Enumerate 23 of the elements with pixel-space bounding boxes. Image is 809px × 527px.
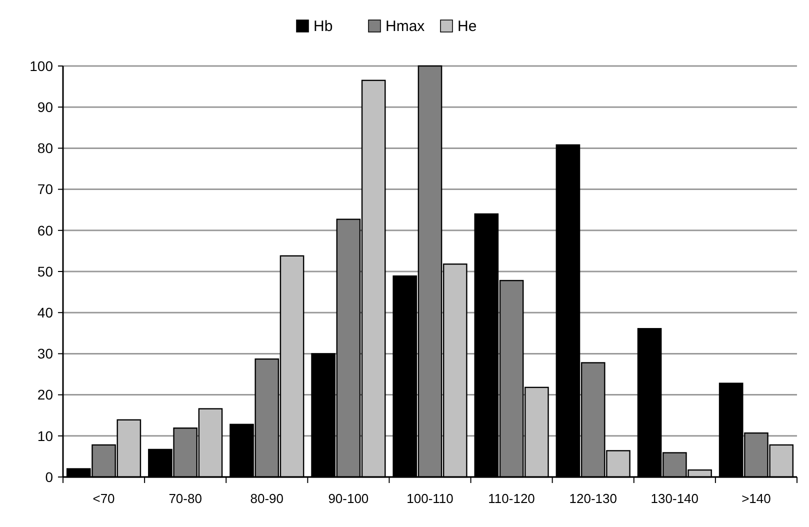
y-tick-label: 100: [30, 58, 54, 74]
legend-label: Hb: [314, 18, 333, 35]
y-tick-label: 30: [37, 346, 54, 362]
y-tick-label: 90: [37, 99, 54, 115]
y-tick-label: 40: [37, 304, 54, 320]
x-tick-label: <70: [92, 491, 115, 506]
y-tick-label: 80: [37, 140, 54, 156]
y-tick-label: 60: [37, 222, 54, 238]
y-tick-label: 20: [37, 386, 54, 403]
x-tick-label: >140: [742, 491, 771, 506]
x-tick-label: 110-120: [488, 491, 535, 506]
y-tick-label: 10: [37, 428, 54, 444]
y-tick-label: 50: [37, 263, 54, 280]
x-tick-label: 70-80: [168, 491, 202, 506]
x-tick-label: 90-100: [328, 491, 369, 506]
y-tick-label: 0: [45, 468, 54, 485]
x-tick-label: 100-110: [406, 491, 454, 506]
y-tick-label: 70: [37, 181, 54, 198]
legend-label: Hmax: [386, 18, 426, 35]
x-tick-label: 80-90: [250, 491, 284, 506]
legend-label: He: [458, 18, 477, 35]
x-tick-label: 120-130: [569, 491, 617, 506]
x-tick-label: 130-140: [650, 491, 699, 506]
